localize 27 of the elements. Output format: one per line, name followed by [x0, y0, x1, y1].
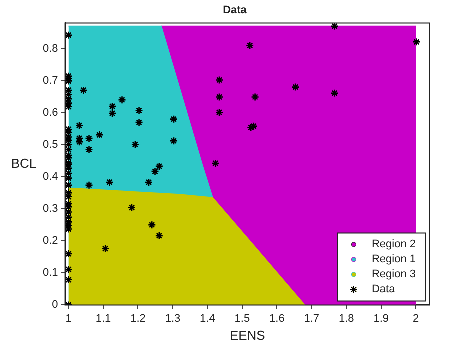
y-axis-title: BCL — [11, 156, 37, 171]
y-tick-label: 0.2 — [42, 235, 58, 248]
chart-title: Data — [223, 4, 248, 17]
y-tick-label: 0.1 — [42, 267, 58, 280]
y-tick-label: 0.5 — [42, 139, 58, 152]
x-tick-label: 1.5 — [234, 312, 250, 325]
legend-label: Region 2 — [372, 238, 416, 251]
y-tick-label: 0.7 — [42, 74, 58, 87]
x-axis-title: EENS — [230, 328, 266, 343]
y-tick-label: 0.4 — [42, 171, 58, 184]
x-tick-label: 1.1 — [96, 312, 112, 325]
y-tick-label: 0.3 — [42, 203, 58, 216]
legend-label: Data — [372, 284, 396, 296]
x-tick-label: 1 — [66, 312, 72, 325]
legend-label: Region 3 — [372, 268, 416, 281]
x-tick-label: 2 — [413, 312, 420, 325]
x-tick-label: 1.8 — [338, 312, 354, 325]
y-tick-label: 0 — [52, 299, 58, 312]
y-tick-label: 0.8 — [42, 42, 58, 55]
legend-label: Region 1 — [372, 254, 416, 266]
x-tick-label: 1.7 — [304, 312, 320, 325]
x-tick-label: 1.2 — [130, 312, 146, 325]
x-tick-label: 1.3 — [165, 312, 181, 325]
y-tick-label: 0.6 — [42, 106, 58, 119]
x-tick-label: 1.9 — [374, 312, 390, 325]
x-tick-label: 1.6 — [270, 312, 285, 325]
x-tick-label: 1.4 — [200, 312, 216, 325]
